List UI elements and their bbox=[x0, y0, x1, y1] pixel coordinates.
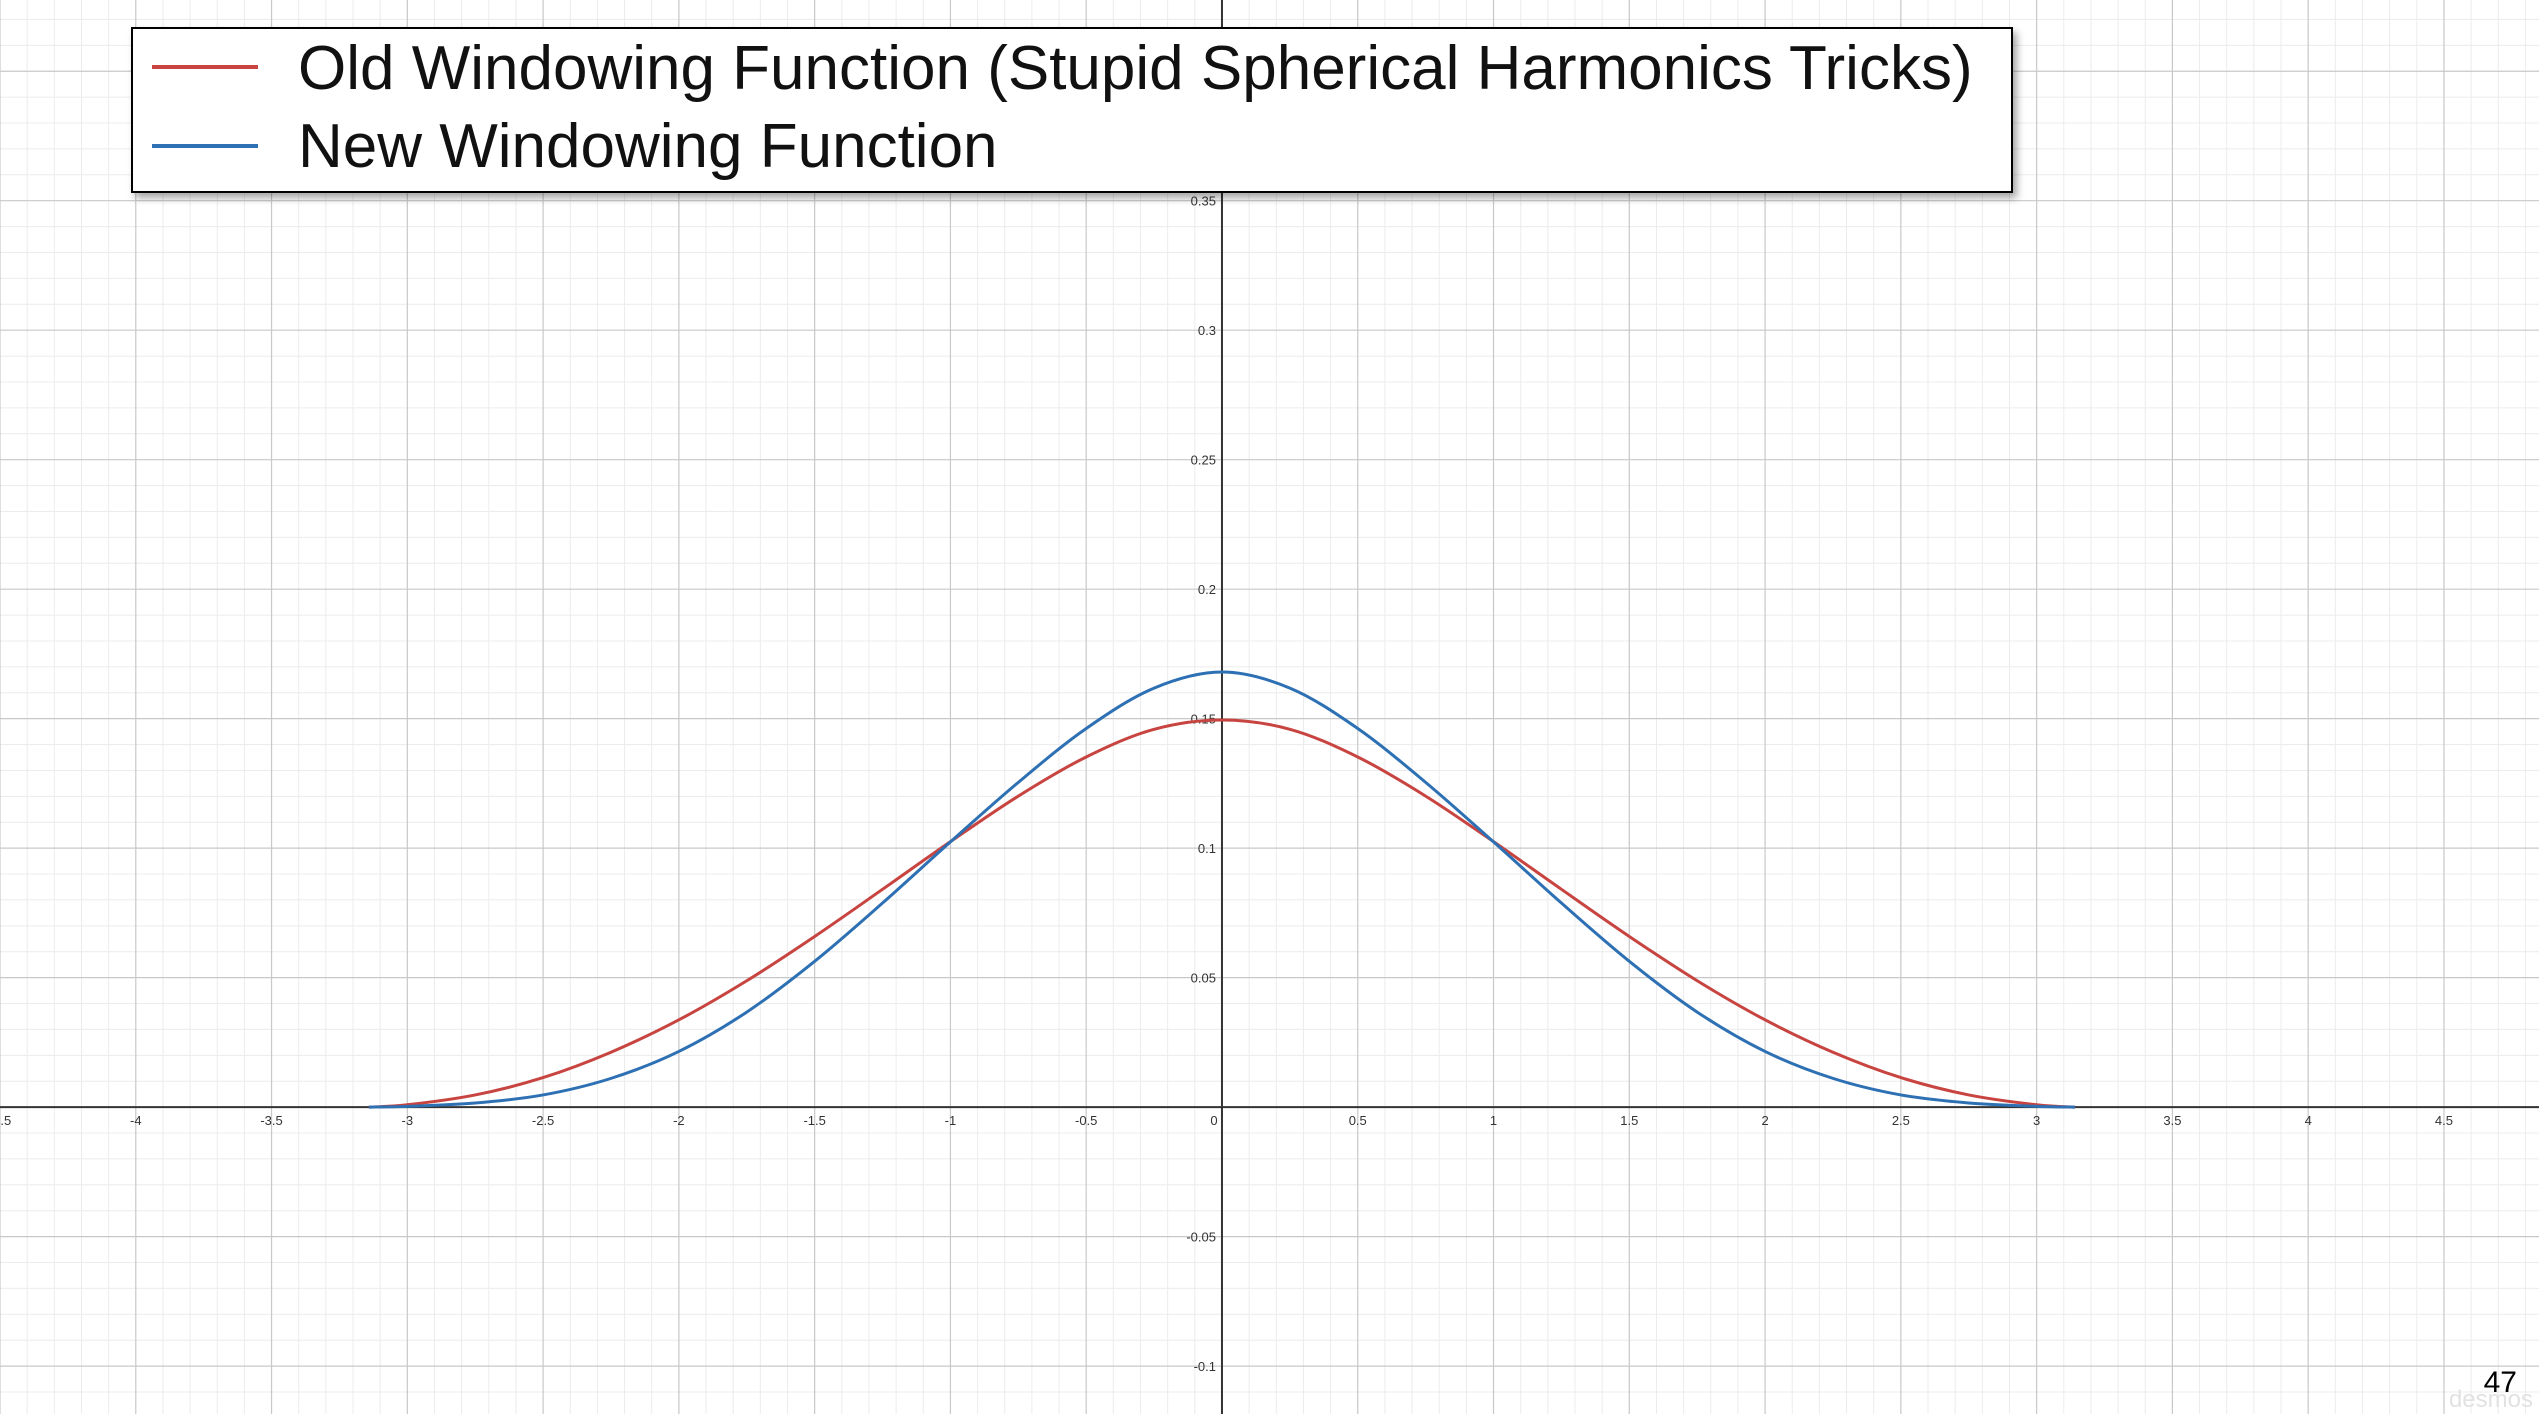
x-tick-label: -3 bbox=[402, 1113, 414, 1128]
legend-label-new: New Windowing Function bbox=[298, 112, 998, 181]
x-tick-label: -2.5 bbox=[532, 1113, 554, 1128]
y-tick-label: 0.3 bbox=[1198, 323, 1216, 338]
x-tick-label: -1 bbox=[945, 1113, 957, 1128]
desmos-watermark: desmos bbox=[2448, 1386, 2533, 1413]
series-line-new bbox=[368, 670, 2076, 1109]
x-tick-label: 0 bbox=[1210, 1113, 1217, 1128]
x-tick-label: 2 bbox=[1761, 1113, 1768, 1128]
slide-number: 47 bbox=[2483, 1366, 2517, 1399]
y-tick-label: 0.15 bbox=[1191, 712, 1216, 727]
y-tick-label: -0.05 bbox=[1186, 1230, 1216, 1245]
x-tick-label: 3.5 bbox=[2163, 1113, 2181, 1128]
x-tick-labels: -4.5 -4 -3.5 -3 -2.5 -2 -1.5 -1 -0.5 0 0.5 1 1.5 2 2.5… bbox=[0, 1113, 2453, 1128]
x-tick-label: -3.5 bbox=[260, 1113, 282, 1128]
y-tick-label: 0.05 bbox=[1191, 971, 1216, 986]
x-tick-label: 0.5 bbox=[1349, 1113, 1367, 1128]
x-tick-label: 4.5 bbox=[2435, 1113, 2453, 1128]
x-tick-label: 3 bbox=[2033, 1113, 2040, 1128]
x-tick-label: -1.5 bbox=[803, 1113, 825, 1128]
y-tick-label: 0.35 bbox=[1191, 194, 1216, 209]
x-tick-label: -0.5 bbox=[1075, 1113, 1097, 1128]
legend-label-old: Old Windowing Function (Stupid Spherical… bbox=[298, 34, 1973, 103]
series-layer bbox=[368, 670, 2076, 1109]
x-tick-label: 2.5 bbox=[1892, 1113, 1910, 1128]
y-tick-label: -0.1 bbox=[1194, 1359, 1216, 1374]
x-tick-label: 1.5 bbox=[1620, 1113, 1638, 1128]
y-tick-label: 0.1 bbox=[1198, 841, 1216, 856]
x-tick-label: -2 bbox=[673, 1113, 685, 1128]
series-line-old bbox=[368, 718, 2076, 1109]
legend: Old Windowing Function (Stupid Spherical… bbox=[131, 27, 2013, 193]
legend-box bbox=[131, 27, 2013, 193]
y-tick-label: 0.2 bbox=[1198, 582, 1216, 597]
x-tick-label: 4 bbox=[2305, 1113, 2312, 1128]
x-tick-label: -4 bbox=[130, 1113, 142, 1128]
y-tick-label: 0.25 bbox=[1191, 453, 1216, 468]
x-tick-label: -4.5 bbox=[0, 1113, 11, 1128]
x-tick-label: 1 bbox=[1490, 1113, 1497, 1128]
y-tick-labels: 0.35 0.3 0.25 0.2 0.15 0.1 0.05 -0.05 -0.1 bbox=[1186, 194, 1216, 1374]
